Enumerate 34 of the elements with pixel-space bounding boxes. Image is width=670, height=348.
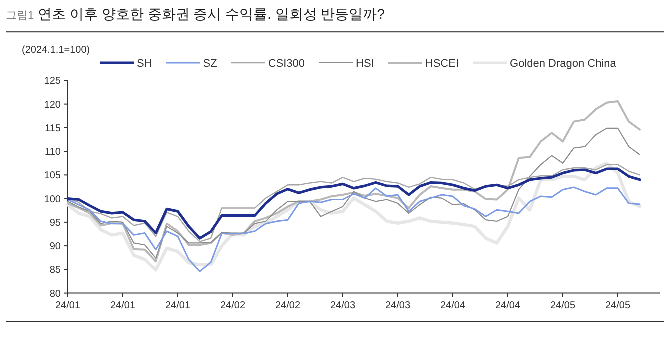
y-tick-label: 85 [50,265,62,276]
legend-label: HSI [356,58,374,70]
line-series [67,128,641,259]
y-tick-label: 100 [44,194,62,206]
x-tick-label: 24/02 [275,300,301,312]
x-tick-label: 24/01 [55,300,81,312]
x-tick-label: 24/01 [110,300,136,312]
legend-label: Golden Dragon China [510,58,618,70]
y-axis-title: (2024.1.1=100) [22,45,90,56]
x-tick-label: 24/03 [385,300,411,312]
y-tick-label: 95 [50,218,62,229]
x-tick-label: 24/04 [440,300,466,312]
y-tick-label: 105 [44,170,62,182]
line-series [67,100,641,263]
y-tick-label: 80 [50,288,62,300]
y-tick-label: 115 [45,123,62,134]
x-tick-label: 24/01 [165,300,191,312]
legend-label: SH [137,58,152,70]
legend-label: SZ [203,58,218,70]
x-tick-label: 24/04 [495,300,521,312]
line-series [67,186,641,272]
x-tick-label: 24/05 [550,300,576,312]
line-series [66,162,642,272]
chart-title: 연초 이후 양호한 중화권 증시 수익률. 일회성 반등일까? [38,6,386,22]
x-tick-label: 24/03 [330,300,356,312]
y-tick-label: 125 [44,76,62,88]
x-tick-label: 24/02 [220,300,246,312]
y-tick-label: 90 [50,242,62,253]
caption: 그림1 [6,10,34,22]
legend-label: CSI300 [268,58,306,70]
y-tick-label: 110 [45,147,62,158]
x-tick-label: 24/05 [605,300,631,312]
legend-label: HSCEI [425,58,460,70]
y-tick-label: 120 [44,100,62,111]
